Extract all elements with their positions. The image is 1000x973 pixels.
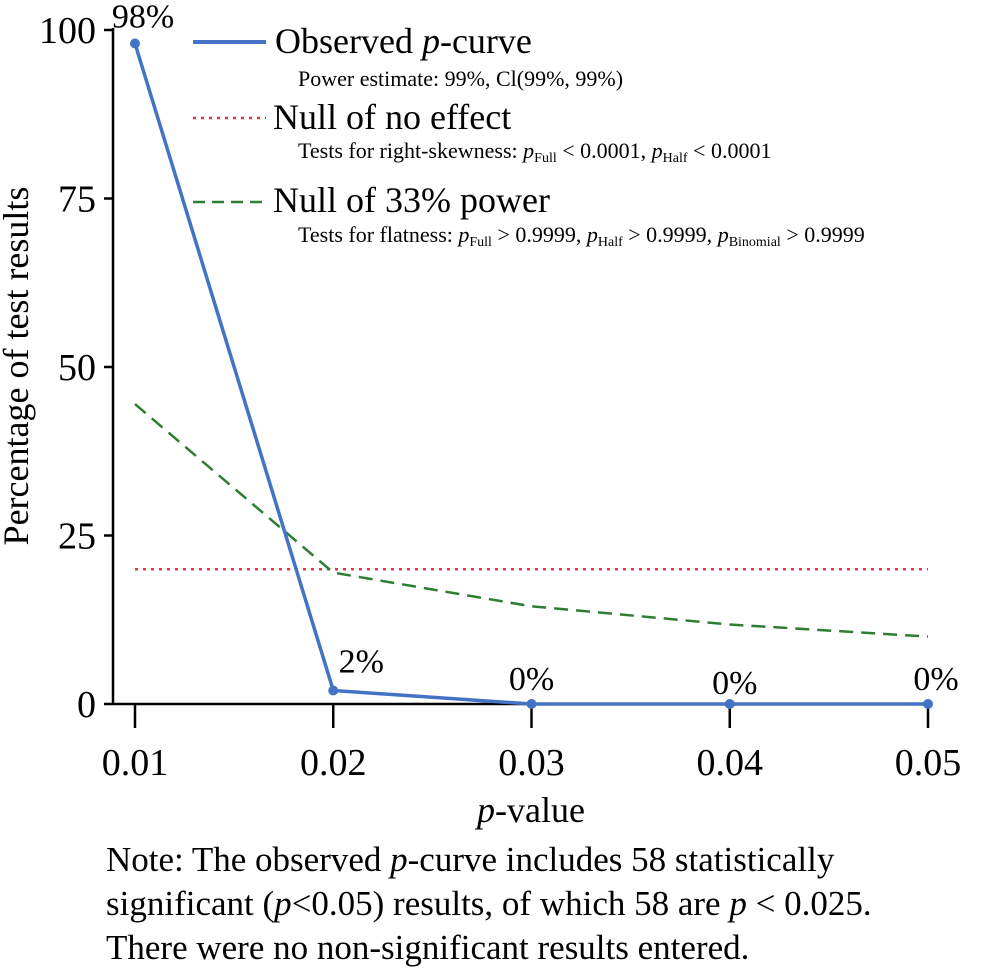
y-axis-ticks: 0 25 50 75 100 [39,10,113,726]
note-line-2: significant (p<0.05) results, of which 5… [106,884,872,923]
legend-sub-null-33-power: Tests for flatness: pFull > 0.9999, pHal… [298,222,865,250]
data-point-observed [130,38,140,49]
series-layer [130,38,933,709]
data-label: 0% [913,661,958,698]
series-line-power33 [134,403,929,638]
legend-item-null-33-power: Null of 33% power Tests for flatness: pF… [193,180,865,250]
data-point-observed [724,699,735,709]
data-point-observed [923,699,933,709]
x-tick-label: 0.02 [300,742,367,784]
x-axis-title: p-value [474,790,585,830]
x-tick-label: 0.03 [498,742,565,784]
data-point-observed [328,685,339,696]
data-point-observed [526,699,537,709]
data-label-layer: 98% 2% 0% 0% 0% [112,0,959,702]
x-tick-label: 0.05 [895,742,962,784]
y-tick-label: 50 [58,347,96,389]
x-axis-ticks: 0.01 0.02 0.03 0.04 0.05 [102,704,962,784]
legend-sub-null-no-effect: Tests for right-skewness: pFull < 0.0001… [298,138,771,166]
data-label: 0% [712,665,757,702]
x-tick-label: 0.04 [697,742,764,784]
chart-note: Note: The observed p-curve includes 58 s… [106,838,986,970]
legend-label-null-no-effect: Null of no effect [273,97,511,137]
note-line-3: There were no non-significant results en… [106,928,750,967]
y-axis-title: Percentage of test results [0,187,36,546]
note-line-1: Note: The observed p-curve includes 58 s… [106,840,835,879]
legend-label-null-33-power: Null of 33% power [273,180,550,220]
legend-item-observed: Observed p-curve Power estimate: 99%, Cl… [193,21,623,91]
y-tick-label: 75 [58,179,96,221]
y-tick-label: 0 [77,684,96,726]
data-label: 2% [339,644,384,681]
y-tick-label: 100 [39,10,96,52]
legend-label-observed: Observed p-curve [275,21,532,61]
data-label: 0% [509,661,554,698]
data-label: 98% [112,0,174,35]
legend: Observed p-curve Power estimate: 99%, Cl… [193,21,865,250]
legend-sub-observed: Power estimate: 99%, Cl(99%, 99%) [298,66,623,91]
legend-item-null-no-effect: Null of no effect Tests for right-skewne… [193,97,771,166]
x-tick-label: 0.01 [102,742,169,784]
y-tick-label: 25 [58,516,96,558]
